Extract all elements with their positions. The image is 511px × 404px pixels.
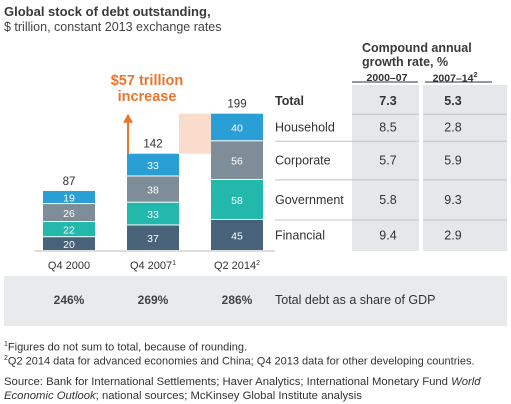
source-text: Source: Bank for International Settlemen…: [4, 376, 452, 388]
cagr-2007-14-government: 9.3: [444, 193, 461, 207]
column-header-2000-07: 2000–07: [366, 72, 408, 84]
chart-title: Global stock of debt outstanding,: [4, 4, 211, 19]
debt-to-gdp-value: 269%: [138, 293, 169, 307]
row-label-household: Household: [275, 120, 335, 134]
source-publication: World Economic Outlook: [4, 376, 481, 402]
cagr-2007-14-total: 5.3: [444, 94, 461, 108]
cagr-2000-07-total: 7.3: [379, 94, 396, 108]
bar-value-label: 45: [231, 230, 243, 242]
footnote-1-text: Figures do not sum to total, because of …: [7, 341, 247, 354]
bar-corporate-1: [127, 176, 179, 202]
bar-value-label: 58: [231, 195, 243, 207]
footnote-1-mark: 1: [4, 341, 8, 348]
bar-value-label: 22: [63, 225, 75, 237]
debt-to-gdp-band: [4, 276, 507, 326]
debt-to-gdp-label: Total debt as a share of GDP: [275, 293, 436, 307]
source-note: Source: Bank for International Settlemen…: [4, 375, 504, 403]
row-label-total: Total: [275, 94, 304, 108]
increase-arrow-head: [123, 113, 133, 123]
footnote-2-text: Q2 2014 data for advanced economies and …: [7, 355, 475, 368]
cagr-2007-14-financial: 2.9: [444, 228, 461, 242]
bar-value-label: 26: [63, 208, 75, 220]
row-label-corporate: Corporate: [275, 154, 331, 168]
bar-government-0: [43, 222, 95, 237]
bar-corporate-2: [211, 141, 263, 179]
bar-financial-0: [43, 237, 95, 250]
footnote-2: 2Q2 2014 data for advanced economies and…: [4, 355, 475, 368]
bar-value-label: 20: [63, 239, 75, 251]
cagr-2000-07-financial: 9.4: [379, 228, 396, 242]
bar-value-label: 33: [147, 160, 159, 172]
bar-financial-2: [211, 219, 263, 250]
source-text-end: ; national sources; McKinsey Global Inst…: [95, 390, 362, 402]
row-label-financial: Financial: [275, 228, 325, 242]
category-label: Q4 2000: [48, 260, 90, 272]
bar-value-label: 38: [147, 185, 159, 197]
bar-total-label: 87: [63, 176, 76, 188]
growth-rate-title: Compound annual growth rate, %: [362, 41, 472, 69]
chart-subtitle: $ trillion, constant 2013 exchange rates: [4, 20, 222, 34]
bar-government-1: [127, 202, 179, 225]
callout-line1: $57 trillion: [110, 73, 184, 89]
growth-rate-panel: [352, 85, 507, 251]
bar-value-label: 37: [147, 233, 159, 245]
footnote-2-mark: 2: [4, 355, 8, 362]
callout-line2: increase: [117, 89, 177, 105]
cagr-2007-14-household: 2.8: [444, 120, 461, 134]
cagr-2007-14-corporate: 5.9: [444, 154, 461, 168]
category-label: Q4 20071: [130, 260, 176, 272]
row-label-government: Government: [275, 193, 344, 207]
footnote-1: 1Figures do not sum to total, because of…: [4, 341, 247, 354]
increase-shade: [179, 113, 211, 154]
bar-value-label: 40: [231, 122, 243, 134]
bar-financial-1: [127, 225, 179, 250]
cagr-2000-07-household: 8.5: [379, 120, 396, 134]
column-header-note-mark: 2: [473, 72, 478, 79]
bar-total-label: 199: [227, 99, 246, 111]
bar-household-1: [127, 153, 179, 176]
bar-value-label: 33: [147, 209, 159, 221]
increase-callout: $57 trillion increase: [72, 73, 222, 105]
category-label: Q2 20142: [214, 260, 260, 272]
bar-corporate-0: [43, 204, 95, 222]
cagr-2000-07-corporate: 5.7: [379, 154, 396, 168]
debt-to-gdp-value: 246%: [54, 293, 85, 307]
bar-household-2: [211, 113, 263, 141]
bar-value-label: 56: [231, 156, 243, 168]
bar-value-label: 19: [63, 193, 75, 205]
bar-household-0: [43, 190, 95, 204]
cagr-2000-07-government: 5.8: [379, 193, 396, 207]
bar-total-label: 142: [143, 139, 162, 151]
debt-to-gdp-value: 286%: [222, 293, 253, 307]
bar-government-2: [211, 179, 263, 219]
